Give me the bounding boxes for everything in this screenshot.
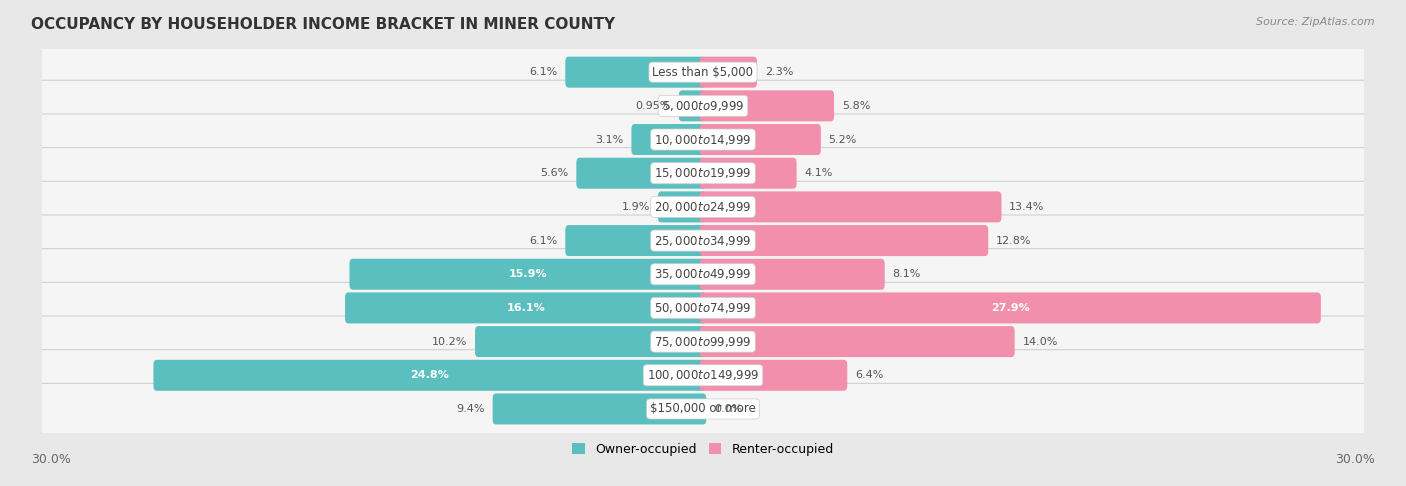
Text: $5,000 to $9,999: $5,000 to $9,999 — [662, 99, 744, 113]
FancyBboxPatch shape — [492, 394, 706, 424]
Text: Less than $5,000: Less than $5,000 — [652, 66, 754, 79]
FancyBboxPatch shape — [35, 148, 1371, 199]
Text: 0.95%: 0.95% — [636, 101, 671, 111]
Text: $10,000 to $14,999: $10,000 to $14,999 — [654, 133, 752, 147]
Text: OCCUPANCY BY HOUSEHOLDER INCOME BRACKET IN MINER COUNTY: OCCUPANCY BY HOUSEHOLDER INCOME BRACKET … — [31, 17, 614, 32]
FancyBboxPatch shape — [631, 124, 706, 155]
FancyBboxPatch shape — [35, 249, 1371, 300]
FancyBboxPatch shape — [565, 57, 706, 87]
FancyBboxPatch shape — [700, 225, 988, 256]
Text: 4.1%: 4.1% — [804, 168, 832, 178]
FancyBboxPatch shape — [700, 293, 1320, 323]
Text: 30.0%: 30.0% — [31, 453, 70, 466]
FancyBboxPatch shape — [700, 360, 848, 391]
FancyBboxPatch shape — [700, 326, 1015, 357]
FancyBboxPatch shape — [153, 360, 706, 391]
FancyBboxPatch shape — [35, 181, 1371, 232]
FancyBboxPatch shape — [35, 215, 1371, 266]
FancyBboxPatch shape — [35, 316, 1371, 367]
Text: 27.9%: 27.9% — [991, 303, 1029, 313]
Text: $20,000 to $24,999: $20,000 to $24,999 — [654, 200, 752, 214]
FancyBboxPatch shape — [700, 124, 821, 155]
FancyBboxPatch shape — [350, 259, 706, 290]
FancyBboxPatch shape — [700, 158, 797, 189]
Text: 16.1%: 16.1% — [506, 303, 546, 313]
Text: $50,000 to $74,999: $50,000 to $74,999 — [654, 301, 752, 315]
Text: Source: ZipAtlas.com: Source: ZipAtlas.com — [1257, 17, 1375, 27]
Legend: Owner-occupied, Renter-occupied: Owner-occupied, Renter-occupied — [568, 438, 838, 461]
FancyBboxPatch shape — [35, 350, 1371, 401]
FancyBboxPatch shape — [35, 47, 1371, 98]
Text: 6.1%: 6.1% — [530, 236, 558, 245]
Text: 10.2%: 10.2% — [432, 337, 467, 347]
FancyBboxPatch shape — [576, 158, 706, 189]
Text: 6.4%: 6.4% — [855, 370, 883, 380]
FancyBboxPatch shape — [700, 90, 834, 122]
Text: 6.1%: 6.1% — [530, 67, 558, 77]
Text: 12.8%: 12.8% — [995, 236, 1032, 245]
Text: 5.8%: 5.8% — [842, 101, 870, 111]
Text: 13.4%: 13.4% — [1010, 202, 1045, 212]
FancyBboxPatch shape — [700, 57, 756, 87]
FancyBboxPatch shape — [35, 114, 1371, 165]
Text: 5.6%: 5.6% — [540, 168, 568, 178]
FancyBboxPatch shape — [344, 293, 706, 323]
FancyBboxPatch shape — [679, 90, 706, 122]
Text: 9.4%: 9.4% — [457, 404, 485, 414]
Text: 3.1%: 3.1% — [596, 135, 624, 144]
Text: $15,000 to $19,999: $15,000 to $19,999 — [654, 166, 752, 180]
FancyBboxPatch shape — [658, 191, 706, 223]
FancyBboxPatch shape — [475, 326, 706, 357]
Text: 30.0%: 30.0% — [1336, 453, 1375, 466]
Text: $25,000 to $34,999: $25,000 to $34,999 — [654, 234, 752, 247]
Text: 24.8%: 24.8% — [411, 370, 450, 380]
FancyBboxPatch shape — [35, 80, 1371, 131]
Text: 5.2%: 5.2% — [828, 135, 856, 144]
Text: 1.9%: 1.9% — [621, 202, 650, 212]
Text: 8.1%: 8.1% — [893, 269, 921, 279]
FancyBboxPatch shape — [35, 383, 1371, 434]
FancyBboxPatch shape — [700, 191, 1001, 223]
Text: $75,000 to $99,999: $75,000 to $99,999 — [654, 334, 752, 348]
FancyBboxPatch shape — [700, 259, 884, 290]
Text: 0.0%: 0.0% — [714, 404, 742, 414]
Text: $35,000 to $49,999: $35,000 to $49,999 — [654, 267, 752, 281]
FancyBboxPatch shape — [565, 225, 706, 256]
FancyBboxPatch shape — [35, 282, 1371, 333]
Text: 2.3%: 2.3% — [765, 67, 793, 77]
Text: 15.9%: 15.9% — [509, 269, 547, 279]
Text: $150,000 or more: $150,000 or more — [650, 402, 756, 416]
Text: 14.0%: 14.0% — [1022, 337, 1057, 347]
Text: $100,000 to $149,999: $100,000 to $149,999 — [647, 368, 759, 382]
